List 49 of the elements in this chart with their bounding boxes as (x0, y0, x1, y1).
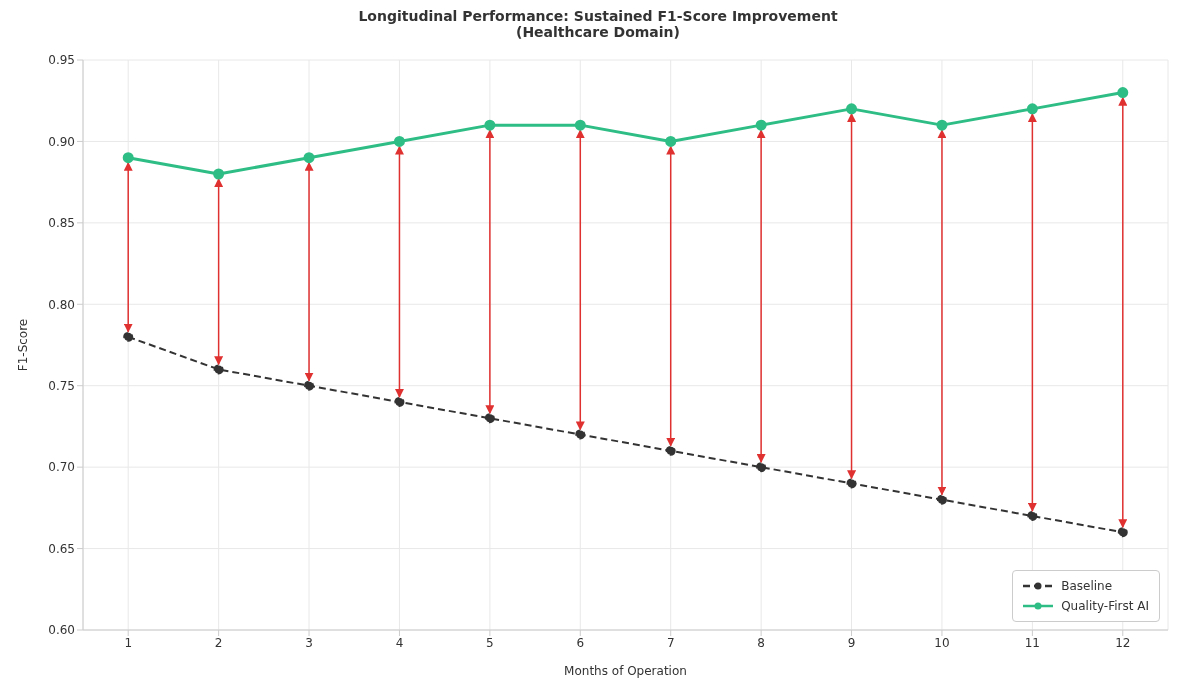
y-tick-label: 0.80 (48, 297, 75, 312)
x-tick-label: 5 (486, 635, 494, 650)
point (846, 103, 858, 115)
point (213, 364, 224, 375)
y-tick-label: 0.75 (48, 378, 75, 393)
x-tick-label: 10 (934, 635, 950, 650)
x-tick-label: 6 (576, 635, 585, 650)
point (122, 152, 134, 164)
point (574, 119, 586, 131)
y-axis-title: F1-Score (16, 318, 31, 372)
y-tick-label: 0.95 (48, 53, 75, 68)
point (1027, 511, 1038, 521)
chart-title: Longitudinal Performance: Sustained F1-Score Improvement (Healthcare Domain) (357, 8, 839, 40)
point (846, 478, 857, 489)
point (936, 494, 947, 505)
point (123, 331, 134, 342)
x-tick-label: 1 (124, 635, 133, 650)
x-tick-label: 12 (1115, 635, 1131, 650)
y-tick-label: 0.90 (48, 134, 75, 149)
x-tick-label: 9 (847, 635, 856, 650)
point (1026, 103, 1038, 115)
point (755, 119, 767, 131)
point (213, 168, 225, 180)
point (1117, 87, 1129, 99)
point (936, 119, 948, 131)
y-tick-label: 0.60 (48, 623, 75, 638)
x-tick-label: 7 (666, 635, 675, 650)
x-tick-label: 8 (757, 635, 765, 650)
point (665, 445, 676, 456)
y-tick-label: 0.85 (48, 216, 75, 231)
point (756, 462, 767, 473)
point (393, 135, 405, 147)
point (484, 413, 495, 424)
y-tick-label: 0.65 (48, 541, 75, 556)
x-tick-label: 2 (214, 635, 223, 650)
point (665, 135, 677, 147)
legend-label: Quality-First AI (1061, 598, 1149, 615)
point (394, 397, 405, 407)
point (575, 429, 586, 440)
x-tick-label: 4 (395, 635, 404, 650)
point (1117, 527, 1128, 538)
point (303, 152, 315, 164)
legend-label: Baseline (1061, 578, 1113, 595)
x-tick-label: 3 (305, 635, 313, 650)
point (484, 119, 496, 131)
point (304, 380, 315, 391)
x-tick-label: 11 (1024, 635, 1041, 650)
x-axis-title: Months of Operation (564, 664, 687, 678)
y-tick-label: 0.70 (48, 460, 75, 475)
